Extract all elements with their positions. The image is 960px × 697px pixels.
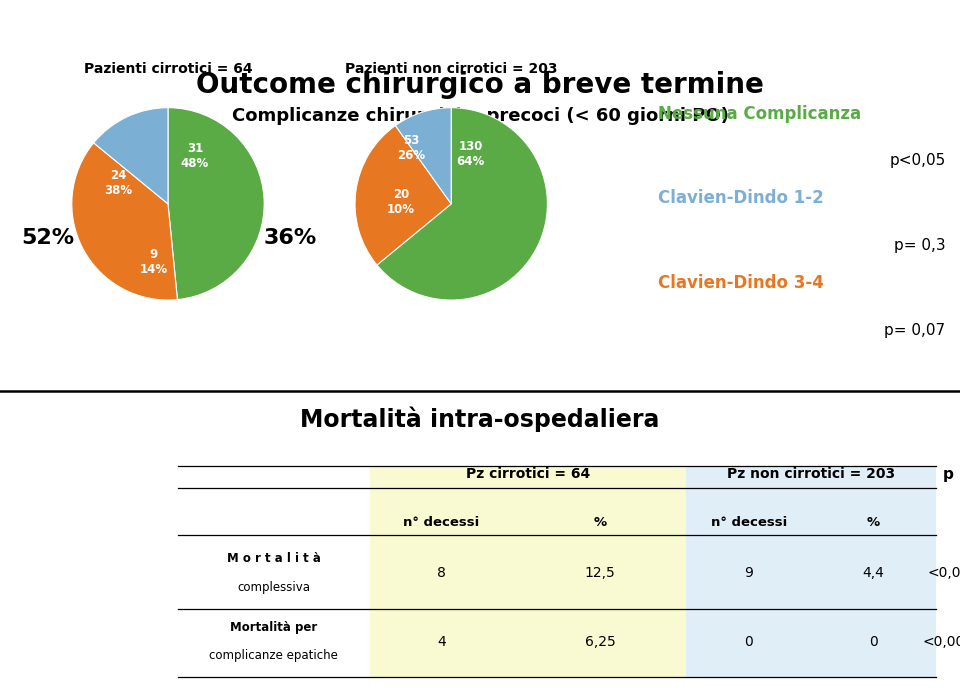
Text: 9
14%: 9 14% xyxy=(139,247,168,275)
Text: 52%: 52% xyxy=(21,227,74,247)
Text: <0,05: <0,05 xyxy=(927,566,960,580)
Text: Nessuna Complicanza: Nessuna Complicanza xyxy=(658,105,861,123)
Text: 130
64%: 130 64% xyxy=(456,140,485,168)
Text: n° decessi: n° decessi xyxy=(710,516,787,529)
Wedge shape xyxy=(377,107,547,300)
Text: 20
10%: 20 10% xyxy=(387,188,415,216)
Text: complicanze epatiche: complicanze epatiche xyxy=(209,650,338,662)
Text: <0,001: <0,001 xyxy=(923,634,960,649)
Text: p<0,05: p<0,05 xyxy=(889,153,946,168)
Text: Mortalità intra-ospedaliera: Mortalità intra-ospedaliera xyxy=(300,407,660,433)
Text: p: p xyxy=(943,466,954,482)
Text: 12,5: 12,5 xyxy=(585,566,615,580)
Text: 24
38%: 24 38% xyxy=(104,169,132,197)
Text: p= 0,3: p= 0,3 xyxy=(894,238,946,253)
Text: 6,25: 6,25 xyxy=(585,634,615,649)
Text: Clavien-Dindo 3-4: Clavien-Dindo 3-4 xyxy=(658,274,824,292)
Text: complessiva: complessiva xyxy=(237,581,310,594)
Text: 0: 0 xyxy=(869,634,878,649)
Title: Pazienti cirrotici = 64: Pazienti cirrotici = 64 xyxy=(84,61,252,75)
Text: 31
48%: 31 48% xyxy=(180,141,209,170)
Bar xyxy=(370,466,686,677)
Text: %: % xyxy=(593,516,607,529)
Text: 8: 8 xyxy=(437,566,446,580)
Text: 4,4: 4,4 xyxy=(863,566,884,580)
Text: Clavien-Dindo 1-2: Clavien-Dindo 1-2 xyxy=(658,190,824,208)
Wedge shape xyxy=(168,107,264,300)
Text: 53
26%: 53 26% xyxy=(396,134,425,162)
Text: Pz non cirrotici = 203: Pz non cirrotici = 203 xyxy=(727,467,896,481)
Title: Pazienti non cirrotici = 203: Pazienti non cirrotici = 203 xyxy=(345,61,558,75)
Text: 4: 4 xyxy=(437,634,446,649)
Wedge shape xyxy=(355,125,451,265)
Wedge shape xyxy=(94,107,168,204)
Text: Outcome chirurgico a breve termine: Outcome chirurgico a breve termine xyxy=(196,71,764,100)
Text: 0: 0 xyxy=(744,634,754,649)
Text: n° decessi: n° decessi xyxy=(403,516,480,529)
Text: p= 0,07: p= 0,07 xyxy=(884,323,946,337)
Text: M o r t a l i t à: M o r t a l i t à xyxy=(227,552,321,565)
Text: Mortalità per: Mortalità per xyxy=(230,621,317,634)
Wedge shape xyxy=(396,107,451,204)
Text: %: % xyxy=(867,516,880,529)
Bar xyxy=(686,466,936,677)
Text: 9: 9 xyxy=(744,566,754,580)
Text: 36%: 36% xyxy=(264,227,317,247)
Text: RISULTATI: RISULTATI xyxy=(412,10,548,35)
Wedge shape xyxy=(72,143,178,300)
Text: Pz cirrotici = 64: Pz cirrotici = 64 xyxy=(466,467,590,481)
Text: Complicanze chirurgiche precoci (< 60 giorni PO): Complicanze chirurgiche precoci (< 60 gi… xyxy=(231,107,729,125)
